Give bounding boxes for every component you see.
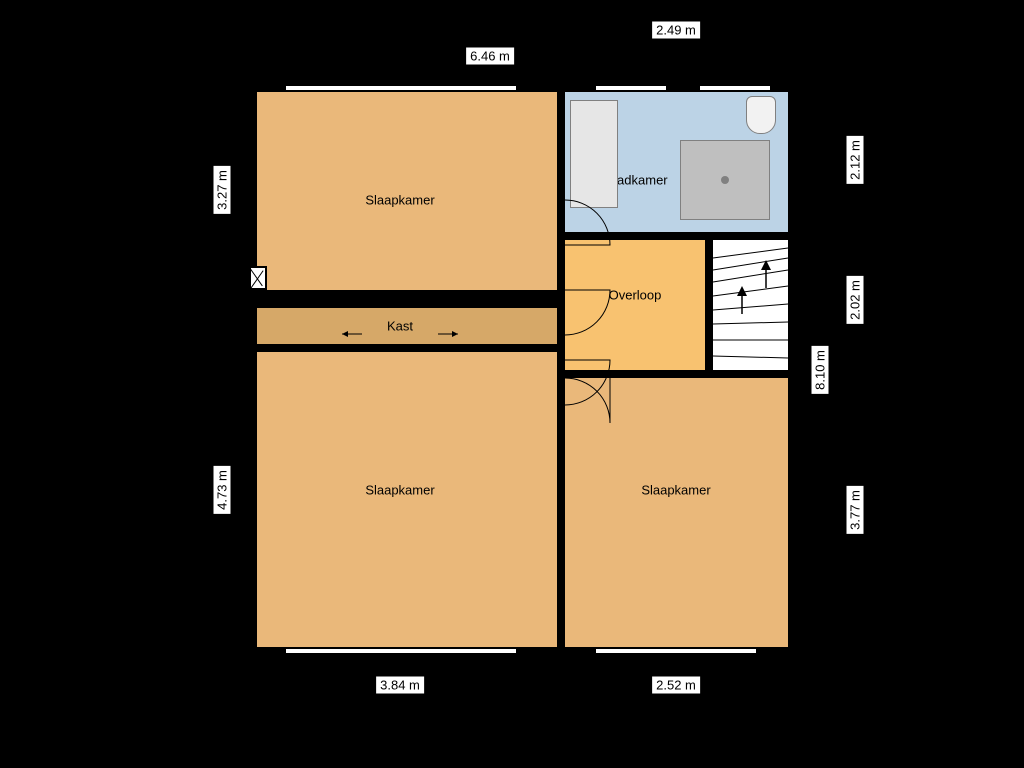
dimension-dim_810: 8.10 m <box>812 346 829 394</box>
dimension-dim_252: 2.52 m <box>652 677 700 694</box>
door-arcs <box>0 0 1024 768</box>
dimension-dim_249: 2.49 m <box>652 22 700 39</box>
dimension-dim_646: 6.46 m <box>466 48 514 65</box>
dimension-dim_377: 3.77 m <box>847 486 864 534</box>
dimension-dim_384: 3.84 m <box>376 677 424 694</box>
dimension-dim_212: 2.12 m <box>847 136 864 184</box>
dimension-dim_202: 2.02 m <box>847 276 864 324</box>
dimension-dim_473: 4.73 m <box>214 466 231 514</box>
floorplan-stage: SlaapkamerKastSlaapkamerBadkamerOverloop… <box>0 0 1024 768</box>
dimension-dim_327: 3.27 m <box>214 166 231 214</box>
